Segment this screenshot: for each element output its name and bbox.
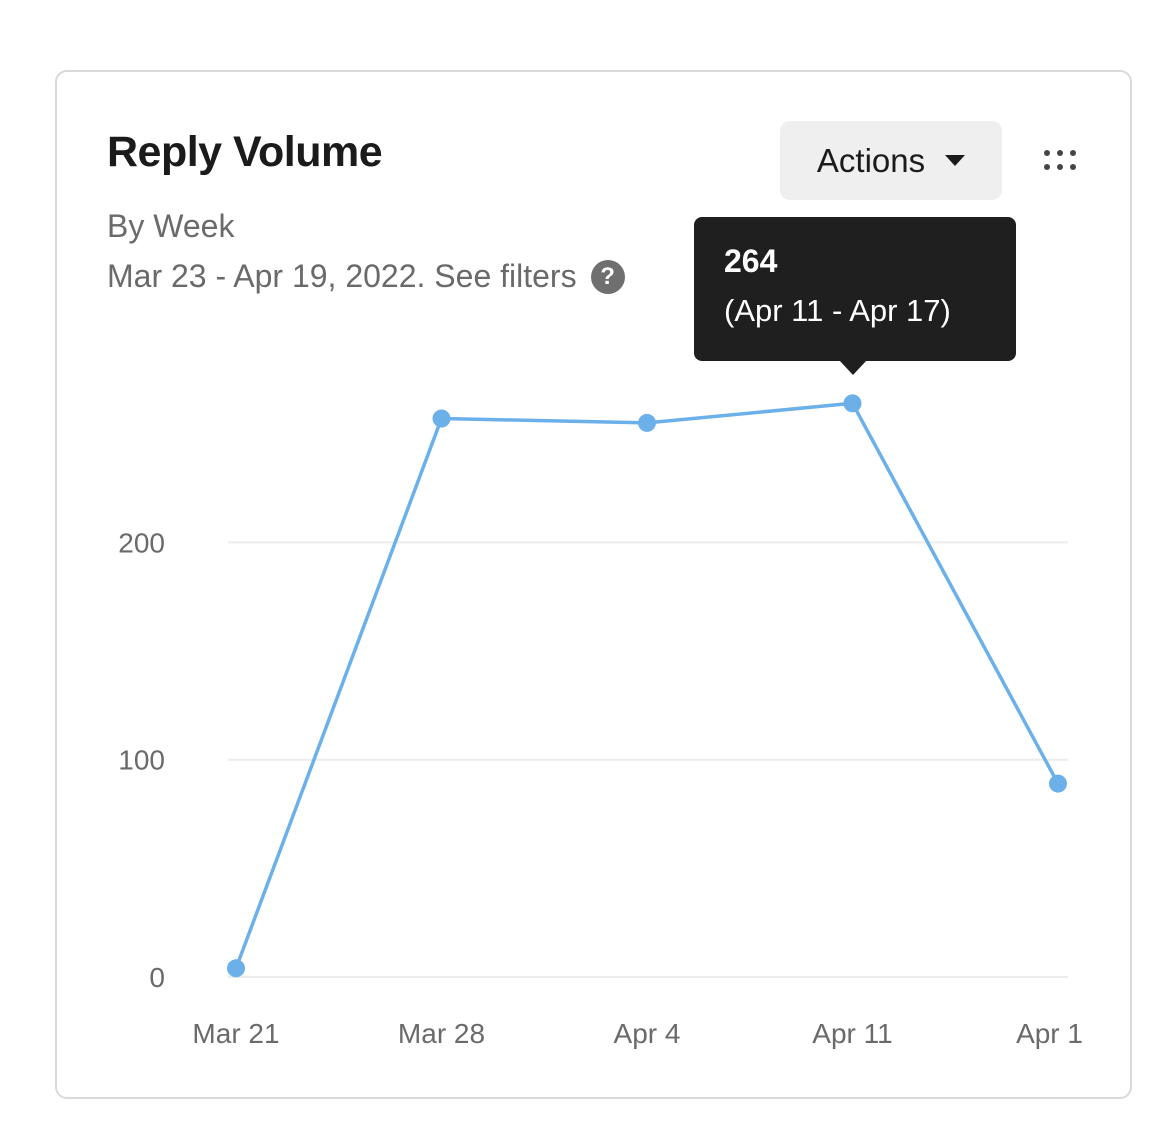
chart-tooltip: 264 (Apr 11 - Apr 17) [694, 217, 1016, 375]
x-tick-label: Apr 1 [1016, 1018, 1083, 1049]
x-tick-label: Mar 21 [192, 1018, 279, 1049]
help-icon[interactable]: ? [590, 259, 625, 294]
date-range: Mar 23 - Apr 19, 2022. See filters ? [107, 258, 625, 295]
caret-down-icon [945, 155, 966, 166]
actions-label: Actions [816, 141, 926, 179]
grip-dots-icon[interactable] [1044, 150, 1080, 174]
chart-title: Reply Volume [107, 128, 383, 176]
data-point[interactable] [1049, 774, 1067, 793]
x-tick-label: Apr 11 [812, 1018, 892, 1049]
y-tick-label: 100 [118, 745, 165, 776]
data-point[interactable] [843, 394, 862, 413]
x-tick-label: Apr 4 [614, 1018, 681, 1049]
y-tick-label: 200 [118, 527, 165, 558]
data-point[interactable] [432, 409, 451, 428]
x-tick-label: Mar 28 [398, 1018, 485, 1049]
tooltip-value: 264 [724, 243, 778, 279]
chart-subtitle: By Week [107, 208, 235, 244]
y-tick-label: 0 [149, 962, 165, 993]
data-point[interactable] [227, 959, 245, 978]
series-line [234, 401, 1060, 969]
data-point[interactable] [638, 413, 656, 432]
date-range-text[interactable]: Mar 23 - Apr 19, 2022. See filters [107, 258, 577, 294]
actions-button[interactable]: Actions [780, 121, 1002, 200]
tooltip-range: (Apr 11 - Apr 17) [724, 293, 951, 328]
